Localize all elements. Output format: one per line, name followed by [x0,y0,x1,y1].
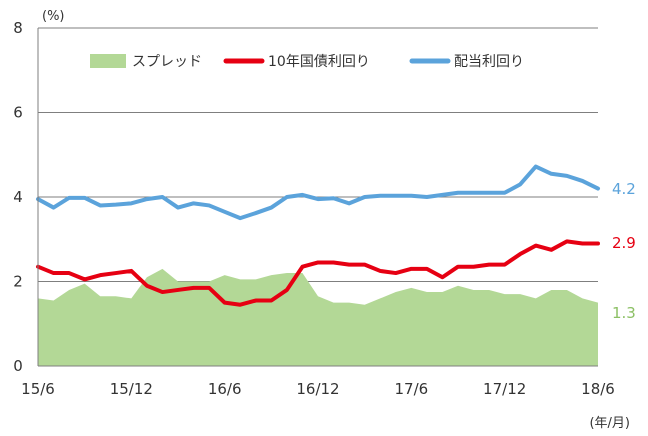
x-axis-unit: (年/月) [589,416,630,431]
x-tick-label-15-12: 15/12 [110,380,153,398]
area-spread [38,268,598,366]
end-label-spread: 1.3 [612,304,636,322]
line-10y-yield [36,239,600,307]
y-tick-layer: 0 2 4 6 8 [13,19,23,375]
legend-label-spread: スプレッド [132,54,202,70]
legend-swatch-spread [90,54,126,68]
end-label-dividend-yield: 4.2 [612,180,636,198]
y-axis-unit: (%) [42,9,65,24]
x-tick-label-17-12: 17/12 [483,380,526,398]
axes [37,28,598,367]
x-tick-label-18-6: 18/6 [581,380,615,398]
grid [38,27,598,282]
line-dividend-yield [36,164,600,221]
x-tick-label-16-12: 16/12 [296,380,339,398]
legend-label-dividend-yield: 配当利回り [454,54,524,70]
legend-label-10y-yield: 10年国債利回り [268,54,370,70]
x-tick-label-15-6: 15/6 [21,380,55,398]
y-tick-label-8: 8 [13,19,23,37]
x-tick-layer: 15/6 15/12 16/6 16/12 17/6 17/12 18/6 [21,380,615,398]
legend: スプレッド 10年国債利回り 配当利回り [90,54,524,70]
line-layer [36,164,600,307]
y-tick-label-6: 6 [13,104,23,122]
end-label-10y-yield: 2.9 [612,234,636,252]
y-tick-label-4: 4 [13,188,23,206]
y-tick-label-0: 0 [13,357,23,375]
y-tick-label-2: 2 [13,273,23,291]
x-tick-label-17-6: 17/6 [394,380,428,398]
x-tick-label-16-6: 16/6 [208,380,242,398]
area-layer [38,268,598,366]
